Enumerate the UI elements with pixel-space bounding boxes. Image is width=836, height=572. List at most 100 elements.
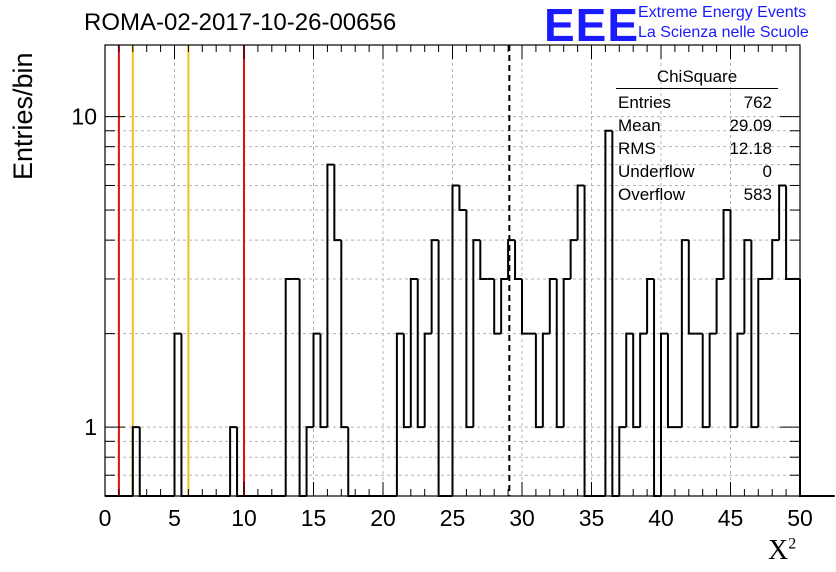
histogram-bin	[743, 239, 752, 334]
histogram-bin	[715, 277, 724, 334]
stats-row-underflow: Underflow 0	[612, 160, 780, 183]
histogram-bin	[409, 277, 418, 428]
histogram-bin	[729, 210, 738, 429]
x-tick-label: 50	[787, 505, 813, 531]
histogram-bin	[173, 332, 182, 496]
histogram-bin	[548, 277, 557, 334]
histogram-bin	[395, 332, 404, 496]
stats-box: ChiSquare Entries 762 Mean 29.09 RMS 12.18 …	[612, 66, 780, 206]
histogram-bin	[465, 210, 474, 429]
histogram-bin	[680, 239, 689, 428]
histogram-bin	[576, 184, 585, 241]
histogram-bin	[771, 239, 780, 279]
x-tick-label: 15	[301, 505, 327, 531]
run-title: ROMA-02-2017-10-26-00656	[84, 9, 397, 36]
histogram-bin	[701, 333, 710, 429]
x-axis-label-superscript: 2	[788, 535, 797, 553]
histogram-bin	[722, 209, 731, 279]
stats-title: ChiSquare	[616, 66, 778, 89]
histogram-bin	[639, 332, 648, 428]
histogram-bin	[430, 239, 439, 334]
stats-label: RMS	[618, 139, 656, 158]
histogram-bin	[138, 427, 147, 497]
histogram-bin	[131, 426, 140, 496]
logo-subtitle-line2: La Scienza nelle Scuole	[638, 24, 809, 41]
histogram-bin	[451, 184, 460, 496]
stats-label: Overflow	[618, 185, 686, 204]
histogram-bin	[618, 426, 627, 496]
histogram-bin	[750, 240, 759, 429]
x-tick-label: 30	[509, 505, 535, 531]
stats-label: Entries	[618, 93, 671, 112]
histogram-bin	[632, 333, 641, 429]
stats-value: 12.18	[729, 139, 772, 158]
histogram-bin	[785, 185, 794, 280]
x-tick-label: 45	[718, 505, 744, 531]
histogram-bin	[646, 277, 655, 334]
histogram-bin	[507, 239, 516, 279]
x-axis-label-text: X	[768, 535, 789, 566]
histogram-bin	[541, 332, 550, 428]
histogram-bin	[458, 185, 467, 212]
histogram-bin	[604, 129, 613, 496]
x-tick-label: 35	[579, 505, 605, 531]
histogram-bin	[326, 163, 335, 428]
histogram-bin	[180, 333, 189, 497]
x-tick-label: 40	[648, 505, 674, 531]
histogram-bin	[298, 278, 307, 497]
x-tick-label: 5	[168, 505, 181, 531]
stats-row-mean: Mean 29.09	[612, 114, 780, 137]
histogram-bin	[347, 427, 356, 497]
stats-row-entries: Entries 762	[612, 91, 780, 114]
y-tick-label: 10	[71, 104, 97, 130]
x-tick-label: 0	[99, 505, 112, 531]
histogram-bin	[479, 240, 488, 280]
histogram-bin	[660, 332, 668, 496]
histogram-bin	[340, 240, 349, 429]
histogram-bin	[708, 332, 717, 428]
histogram-bin	[416, 278, 425, 429]
histogram-bin	[236, 427, 244, 497]
histogram-bin	[625, 332, 634, 428]
x-tick-label: 20	[370, 505, 396, 531]
x-tick-label: 25	[440, 505, 466, 531]
stats-label: Mean	[618, 116, 661, 135]
histogram-bin	[799, 278, 807, 497]
histogram-bin	[493, 278, 502, 335]
histogram-bin	[583, 185, 592, 497]
stats-label: Underflow	[618, 162, 695, 181]
histogram-bin	[653, 278, 661, 497]
histogram-bin	[666, 333, 675, 429]
histogram-bin	[319, 333, 328, 429]
histogram-bin	[333, 164, 342, 242]
histogram-bin	[569, 239, 578, 279]
x-axis-label: X2	[768, 535, 796, 567]
histogram-bin	[500, 277, 509, 334]
x-tick-label: 10	[231, 505, 257, 531]
histogram-bin	[312, 332, 321, 428]
histogram-bin	[284, 277, 293, 496]
histogram-bin	[521, 278, 529, 335]
histogram-bin	[736, 332, 745, 428]
histogram-bin	[778, 184, 787, 241]
stats-row-rms: RMS 12.18	[612, 137, 780, 160]
y-tick-label: 1	[84, 414, 97, 440]
logo-subtitle-line1: Extreme Energy Events	[638, 4, 807, 21]
histogram-bin	[534, 333, 543, 429]
histogram-bin	[305, 426, 314, 496]
histogram-bin	[514, 240, 522, 280]
eee-logo: EEE	[544, 0, 640, 51]
histogram-bin	[687, 240, 696, 335]
stats-value: 29.09	[729, 116, 772, 135]
histogram-bin	[562, 277, 571, 428]
histogram-bin	[229, 426, 238, 496]
histogram-bin	[402, 333, 411, 429]
y-axis-label: Entries/bin	[8, 52, 38, 180]
histogram-bin	[757, 277, 766, 428]
stats-value: 0	[762, 162, 772, 181]
stats-value: 762	[743, 93, 772, 112]
histogram-bin	[423, 332, 432, 428]
histogram-bin	[472, 239, 481, 428]
stats-row-overflow: Overflow 583	[612, 183, 780, 206]
